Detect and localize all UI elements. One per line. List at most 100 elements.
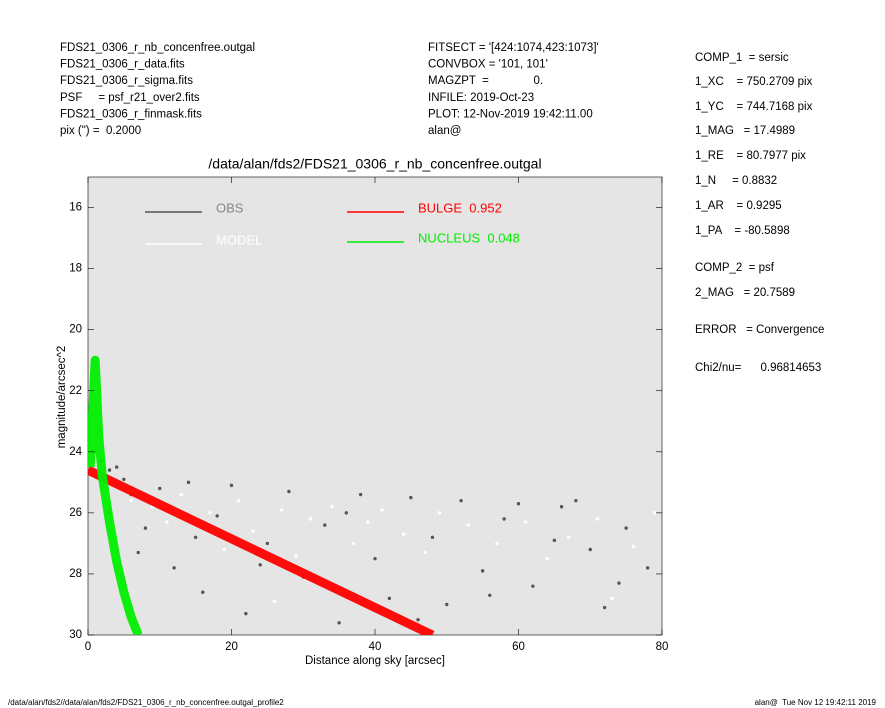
footer-right: alan@ Tue Nov 12 19:42:11 2019 [755, 698, 877, 707]
data-point [437, 511, 442, 515]
data-point [107, 468, 112, 472]
x-tick-label: 80 [656, 641, 669, 653]
data-point [330, 505, 334, 509]
data-point [222, 547, 227, 552]
y-tick-label: 22 [69, 385, 82, 397]
x-tick-label: 60 [512, 641, 525, 653]
data-point [631, 544, 635, 549]
chart-title: /data/alan/fds2/FDS21_0306_r_nb_concenfr… [208, 156, 541, 172]
header-middle-line: PLOT: 12-Nov-2019 19:42:11.00 [428, 108, 593, 120]
header-middle-line: INFILE: 2019-Oct-23 [428, 92, 534, 104]
fit-parameter: 1_YC = 744.7168 pix [695, 101, 813, 113]
data-point [251, 529, 255, 533]
fit-parameter: Chi2/nu= 0.96814653 [695, 362, 821, 374]
y-tick-label: 30 [69, 629, 82, 641]
data-point [459, 498, 463, 503]
fit-parameter: 1_AR = 0.9295 [695, 200, 782, 212]
data-point [265, 541, 270, 546]
header-middle-line: CONVBOX = '101, 101' [428, 59, 548, 71]
data-point [337, 621, 341, 625]
header-left-line: FDS21_0306_r_finmask.fits [60, 108, 202, 120]
data-point [430, 535, 435, 539]
data-point [143, 526, 148, 530]
fit-parameter: 1_XC = 750.2709 pix [695, 76, 813, 88]
legend-label: BULGE 0.952 [418, 200, 502, 215]
data-point [545, 556, 549, 561]
data-point [610, 596, 614, 601]
data-point [531, 584, 535, 588]
header-middle-line: MAGZPT = 0. [428, 75, 543, 87]
data-point [480, 569, 485, 573]
legend-label: MODEL [216, 232, 262, 247]
data-point [645, 566, 650, 570]
header-left-line: FDS21_0306_r_sigma.fits [60, 75, 193, 87]
x-tick-label: 0 [85, 641, 91, 653]
data-point [136, 550, 140, 555]
y-tick-label: 18 [69, 263, 82, 275]
data-point [193, 535, 198, 539]
header-left-line: FDS21_0306_r_data.fits [60, 59, 185, 71]
x-tick-label: 40 [369, 641, 382, 653]
fit-parameter: 1_RE = 80.7977 pix [695, 150, 806, 162]
y-tick-label: 28 [69, 568, 82, 580]
legend-label: NUCLEUS 0.048 [418, 230, 520, 245]
x-axis-label: Distance along sky [arcsec] [305, 655, 445, 667]
y-tick-label: 20 [69, 324, 82, 336]
data-point [416, 618, 420, 622]
model-profile [88, 355, 143, 635]
data-point [294, 553, 298, 558]
header-left-line: pix (") = 0.2000 [60, 125, 141, 137]
data-point [409, 495, 413, 500]
fit-parameter: 1_N = 0.8832 [695, 175, 777, 187]
data-point [215, 514, 219, 518]
fit-parameter: 1_MAG = 17.4989 [695, 125, 795, 137]
data-point [229, 483, 234, 488]
data-point [387, 596, 392, 601]
data-point [244, 611, 248, 616]
data-point [602, 605, 607, 610]
fit-parameter: COMP_2 = psf [695, 262, 775, 274]
data-point [287, 489, 291, 494]
data-point [552, 538, 557, 543]
data-point [280, 508, 284, 512]
data-point [445, 602, 449, 607]
data-point [502, 517, 506, 521]
data-point [208, 511, 212, 515]
y-axis-label: magnitude/arcsec^2 [56, 346, 68, 449]
data-point [488, 593, 492, 598]
y-tick-label: 16 [69, 202, 82, 214]
data-point [323, 523, 327, 527]
data-point [402, 532, 406, 536]
data-point [201, 590, 205, 594]
data-point [236, 498, 241, 503]
data-point [653, 511, 657, 515]
header-middle-line: FITSECT = '[424:1074,423:1073]' [428, 42, 599, 54]
data-point [165, 520, 169, 524]
data-point [574, 498, 578, 503]
data-point [380, 508, 384, 512]
data-point [366, 520, 370, 524]
fit-parameter: 2_MAG = 20.7589 [695, 287, 795, 299]
marks [88, 355, 657, 635]
data-point [523, 520, 528, 524]
x-tick-label: 20 [225, 641, 238, 653]
data-point [559, 505, 564, 509]
data-point [373, 556, 377, 561]
data-point [258, 563, 262, 567]
data-point [595, 517, 600, 521]
data-point [122, 477, 126, 481]
data-point [351, 541, 356, 546]
data-point [129, 498, 133, 503]
data-point [588, 547, 592, 552]
data-point [567, 535, 571, 539]
footer-left: /data/alan/fds2//data/alan/fds2/FDS21_03… [8, 698, 284, 707]
data-point [358, 492, 363, 497]
data-point [172, 566, 176, 570]
data-point [158, 486, 162, 491]
data-point [495, 541, 499, 546]
data-point [179, 492, 183, 497]
fit-parameter: ERROR = Convergence [695, 324, 824, 336]
y-tick-label: 26 [69, 507, 82, 519]
header-left-line: FDS21_0306_r_nb_concenfree.outgal [60, 42, 255, 54]
